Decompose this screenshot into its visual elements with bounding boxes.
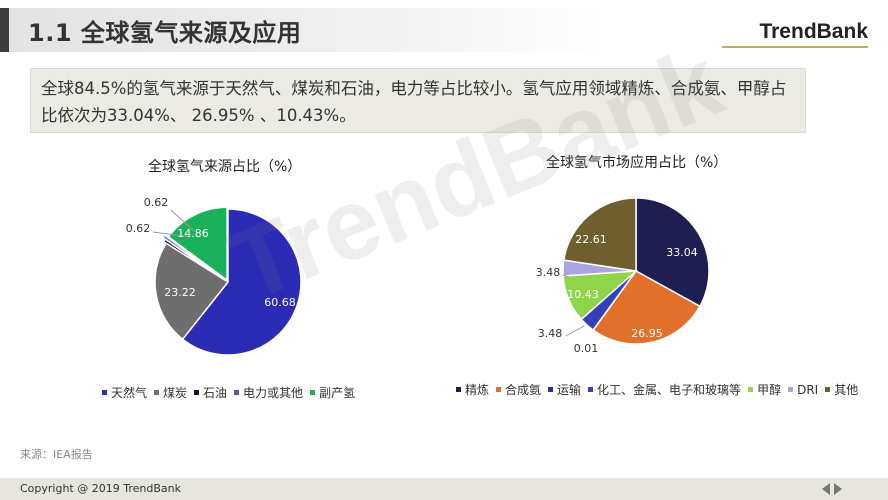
copyright-text: Copyright @ 2019 TrendBank	[20, 482, 181, 495]
title-background	[9, 8, 609, 52]
pie-slice	[154, 242, 230, 341]
page-title: 1.1 全球氢气来源及应用	[28, 19, 302, 47]
legend-label: 合成氨	[505, 383, 542, 397]
slice-label: 3.48	[538, 327, 563, 340]
application-chart-title: 全球氢气市场应用占比（%）	[546, 155, 728, 171]
pie-slice	[592, 270, 701, 345]
legend-label: 甲醇	[757, 383, 782, 397]
slice-label: 22.61	[575, 233, 607, 246]
pie-slice	[161, 234, 224, 280]
pie-slice	[167, 206, 228, 282]
legend-label: DRI	[797, 382, 819, 397]
legend-item: 副产氢	[310, 384, 355, 401]
legend-item: 化工、金属、电子和玻璃等	[588, 381, 741, 398]
legend-swatch	[788, 387, 794, 392]
legend-swatch	[748, 387, 754, 392]
legend-item: 其他	[825, 381, 858, 398]
legend-swatch	[456, 387, 461, 392]
slice-label: 0.62	[144, 196, 169, 209]
slice-label: 26.95	[631, 327, 663, 340]
legend-swatch	[234, 390, 240, 395]
footer-bar: Copyright @ 2019 TrendBank	[0, 478, 888, 500]
legend-item: 甲醇	[748, 381, 781, 398]
source-note: 来源：IEA报告	[20, 448, 93, 461]
brand-underline	[722, 46, 868, 48]
legend-item: 石油	[194, 384, 227, 401]
summary-box: 全球84.5%的氢气来源于天然气、煤炭和石油，电力等占比较小。氢气应用领域精炼、…	[30, 68, 806, 133]
legend-label: 精炼	[465, 383, 490, 397]
legend-label: 石油	[203, 386, 228, 400]
legend-swatch	[194, 390, 200, 395]
legend-label: 运输	[557, 383, 582, 397]
prev-slide-icon[interactable]	[822, 483, 830, 495]
slice-label: 14.86	[177, 227, 209, 240]
legend-label: 天然气	[111, 386, 148, 400]
leader-line	[565, 325, 585, 337]
charts-canvas: 60.68 23.22 0.62 0.62 14.86 33.04 26.95 0.01 3.4…	[126, 196, 710, 356]
legend-swatch	[588, 387, 594, 392]
slice-label: 0.01	[574, 342, 599, 355]
slice-label: 23.22	[164, 286, 196, 299]
pie-slice	[635, 197, 710, 308]
application-chart-legend: 精炼 合成氨 运输 化工、金属、电子和玻璃等 甲醇 DRI 其他	[456, 381, 865, 398]
legend-label: 煤炭	[163, 386, 188, 400]
legend-swatch	[154, 390, 160, 395]
leader-line	[562, 274, 570, 278]
legend-swatch	[310, 390, 316, 395]
slice-label: 3.48	[536, 266, 561, 279]
slice-label: 60.68	[264, 296, 296, 309]
summary-text: 全球84.5%的氢气来源于天然气、煤炭和石油，电力等占比较小。氢气应用领域精炼、…	[41, 79, 787, 125]
legend-item: 电力或其他	[234, 384, 303, 401]
source-chart-title: 全球氢气来源占比（%）	[148, 159, 302, 175]
source-chart-legend: 天然气 煤炭 石油 电力或其他 副产氢	[102, 384, 362, 401]
legend-swatch	[825, 387, 831, 392]
pie-slice	[562, 197, 637, 272]
pie-chart-2: 33.04 26.95 0.01 3.48 10.43 3.48 22.61	[536, 197, 710, 355]
title-accent-bar	[0, 8, 9, 52]
legend-label: 化工、金属、电子和玻璃等	[597, 383, 742, 397]
legend-swatch	[548, 387, 554, 392]
legend-item: 合成氨	[496, 381, 541, 398]
legend-swatch	[496, 387, 502, 392]
legend-label: 副产氢	[319, 386, 356, 400]
next-slide-icon[interactable]	[834, 483, 842, 495]
slice-label: 33.04	[666, 246, 698, 259]
legend-item: 煤炭	[154, 384, 187, 401]
pie-slice	[181, 208, 302, 356]
legend-item: 运输	[548, 381, 581, 398]
pie-chart-1: 60.68 23.22 0.62 0.62 14.86	[126, 196, 302, 356]
legend-item: DRI	[788, 383, 818, 397]
leader-line	[170, 209, 196, 233]
title-bar: 1.1 全球氢气来源及应用 TrendBank	[0, 0, 888, 60]
slice-label: 0.62	[126, 222, 151, 235]
leader-line	[152, 231, 192, 238]
legend-swatch	[102, 390, 107, 395]
legend-label: 其他	[834, 383, 859, 397]
legend-label: 电力或其他	[243, 386, 304, 400]
slice-label: 10.43	[567, 288, 599, 301]
brand-logo: TrendBank	[759, 20, 868, 43]
legend-item: 天然气	[102, 384, 147, 401]
legend-item: 精炼	[456, 381, 489, 398]
